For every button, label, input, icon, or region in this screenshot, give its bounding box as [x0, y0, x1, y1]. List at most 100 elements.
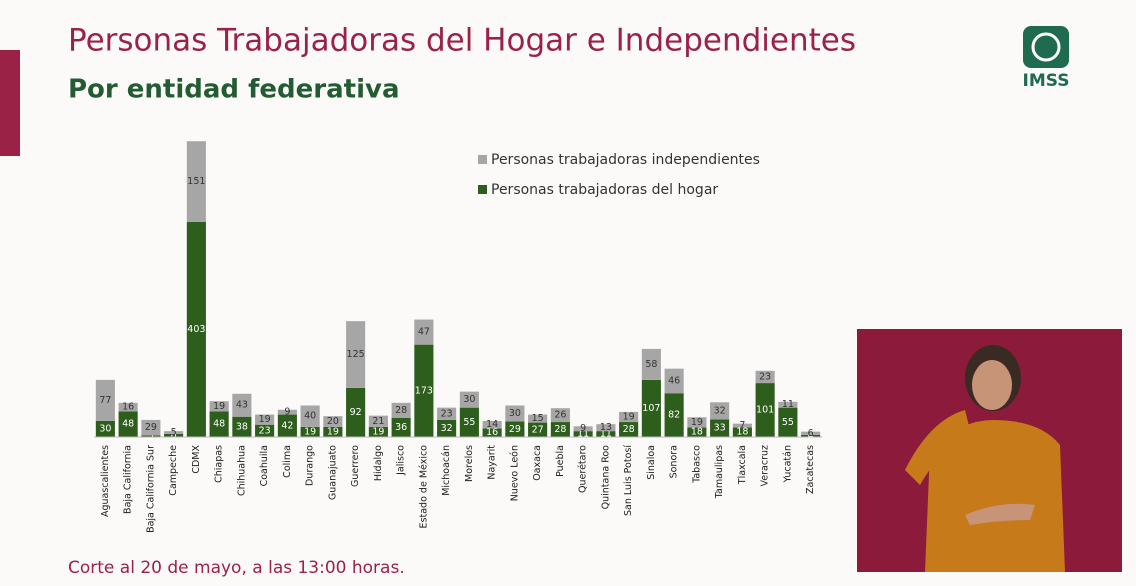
data-label: 101: [756, 405, 774, 416]
bar-segment: [323, 426, 343, 437]
bar-segment: [687, 427, 707, 437]
data-label: 173: [415, 385, 433, 396]
data-label: 18: [736, 427, 748, 438]
bar-segment: [232, 393, 252, 417]
bar-segment: [95, 379, 115, 421]
data-label: 36: [395, 422, 407, 433]
bar-segment: [732, 427, 752, 437]
bar-segment: [459, 407, 479, 437]
x-tick-label: Hidalgo: [373, 445, 384, 481]
hands: [965, 503, 1035, 525]
data-label: 6: [808, 428, 814, 439]
data-label: 30: [99, 423, 111, 434]
data-label: 5: [171, 427, 177, 438]
bar-segment: [255, 414, 275, 425]
bar-segment: [118, 411, 138, 437]
data-label: 42: [281, 420, 293, 431]
bar-segment: [255, 424, 275, 437]
data-label: 19: [213, 401, 225, 412]
data-label: 82: [668, 410, 680, 421]
data-label: 7: [739, 420, 745, 431]
bar-segment: [277, 409, 297, 415]
x-tick-label: Baja California: [123, 445, 134, 514]
bar-segment: [550, 422, 570, 437]
bar-segment: [641, 379, 661, 437]
chart-title: Personas Trabajadoras del Hogar e Indepe…: [68, 23, 856, 59]
bar-segment: [209, 401, 229, 412]
bar-segment: [186, 221, 206, 437]
data-label: 14: [486, 419, 498, 430]
x-tick-label: Tabasco: [691, 445, 702, 484]
x-tick-label: Quintana Roo: [600, 445, 611, 510]
x-tick-label: Yucatán: [782, 445, 793, 483]
bar-segment: [482, 428, 502, 437]
x-tick-label: Durango: [305, 445, 316, 486]
bar-segment: [505, 421, 525, 437]
data-label: 3: [148, 431, 154, 442]
interpreter-video: [857, 329, 1122, 572]
x-tick-label: Campeche: [168, 445, 179, 496]
bar-segment: [437, 407, 457, 420]
bar-segment: [619, 422, 639, 437]
bar-segment: [277, 414, 297, 437]
bar-segment: [596, 424, 616, 432]
data-label: 58: [645, 359, 657, 370]
data-label: 151: [187, 176, 205, 187]
data-label: 48: [122, 419, 134, 430]
x-tick-label: Tlaxcala: [737, 445, 748, 485]
data-label: 46: [668, 375, 680, 386]
bar-segment: [528, 422, 548, 437]
logo-text: IMSS: [1023, 71, 1070, 91]
bar-segment: [300, 426, 320, 437]
data-label: 29: [509, 424, 521, 435]
bar-segment: [209, 411, 229, 437]
data-label: 9: [284, 407, 290, 418]
bar-segment: [186, 141, 206, 222]
bar-segment: [141, 435, 161, 437]
data-label: 19: [304, 426, 316, 437]
bar-segment: [95, 420, 115, 437]
data-label: 27: [532, 424, 544, 435]
bar-segment: [641, 348, 661, 380]
data-label: 30: [463, 394, 475, 405]
x-tick-label: Morelos: [464, 445, 475, 482]
data-label: 11: [577, 429, 589, 440]
x-tick-label: San Luis Potosí: [623, 445, 634, 516]
x-tick-label: CDMX: [191, 445, 202, 474]
x-tick-label: Estado de México: [418, 445, 429, 529]
x-tick-label: Colima: [282, 445, 293, 478]
x-tick-label: Tamaulipas: [714, 445, 725, 499]
data-label: 4: [808, 430, 814, 441]
body: [925, 420, 1065, 572]
data-label: 23: [259, 425, 271, 436]
data-label: 19: [259, 414, 271, 425]
bar-segment: [778, 407, 798, 437]
x-tick-label: Coahuila: [259, 445, 270, 486]
data-label: 21: [372, 416, 384, 427]
data-label: 19: [327, 426, 339, 437]
data-label: 32: [714, 405, 726, 416]
footer-note: Corte al 20 de mayo, a las 13:00 horas.: [68, 558, 405, 578]
data-label: 92: [350, 407, 362, 418]
x-tick-label: Puebla: [555, 445, 566, 477]
data-label: 18: [691, 427, 703, 438]
bar-segment: [368, 415, 388, 427]
data-label: 28: [623, 424, 635, 435]
x-tick-label: Guanajuato: [327, 445, 338, 500]
x-tick-label: Nuevo León: [509, 445, 520, 501]
legend-label: Personas trabajadoras independientes: [491, 152, 760, 168]
data-label: 40: [304, 411, 316, 422]
data-label: 19: [372, 426, 384, 437]
data-label: 11: [782, 399, 794, 410]
bar-segment: [391, 417, 411, 437]
x-tick-label: Guerrero: [350, 445, 361, 487]
bar-segment: [573, 431, 593, 437]
legend-swatch: [478, 155, 487, 164]
data-label: 403: [187, 324, 205, 335]
data-label: 55: [463, 417, 475, 428]
bar-segment: [710, 402, 730, 420]
bar-segment: [118, 402, 138, 412]
data-label: 16: [486, 427, 498, 438]
